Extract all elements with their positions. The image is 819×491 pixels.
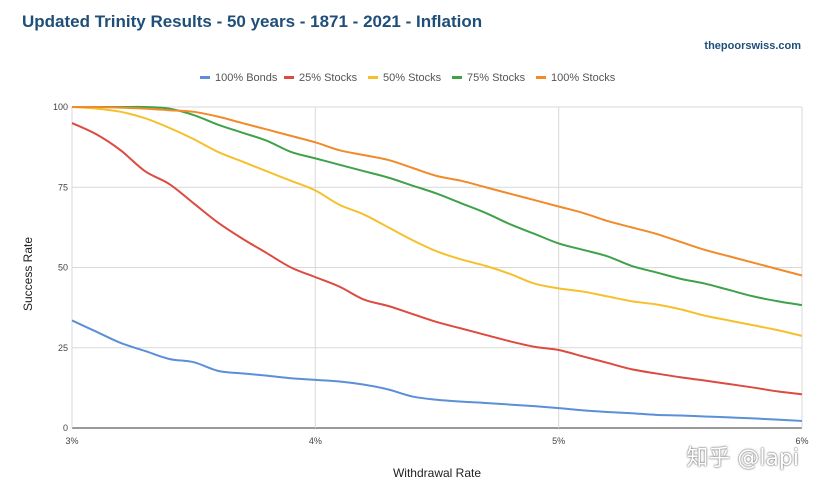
y-tick-label-0: 0 [63, 423, 68, 433]
legend-swatch-2 [368, 76, 378, 79]
legend-entry-2: 50% Stocks [383, 72, 442, 84]
legend-swatch-1 [284, 76, 294, 79]
legend-entry-4: 100% Stocks [551, 72, 616, 84]
site-credit: thepoorswiss.com [704, 40, 801, 52]
x-tick-label-1: 4% [309, 436, 322, 446]
grid [71, 106, 803, 429]
series-line-0 [71, 319, 803, 422]
legend-entry-3: 75% Stocks [467, 72, 526, 84]
y-tick-label-2: 50 [58, 263, 68, 273]
legend-entry-1: 25% Stocks [299, 72, 358, 84]
legend-entry-0: 100% Bonds [215, 72, 278, 84]
x-axis-label: Withdrawal Rate [393, 466, 481, 480]
y-tick-label-3: 75 [58, 182, 68, 192]
legend-swatch-0 [200, 76, 210, 79]
x-tick-label-3: 6% [795, 436, 808, 446]
legend-swatch-3 [452, 76, 462, 79]
y-tick-label-1: 25 [58, 343, 68, 353]
series-line-1 [71, 122, 803, 396]
tick-labels: 0 25 50 75 100 3% 4% 5% 6% [53, 102, 809, 446]
y-tick-label-4: 100 [53, 102, 68, 112]
series-lines [71, 105, 803, 422]
legend-swatch-4 [536, 76, 546, 79]
y-axis-label: Success Rate [21, 237, 35, 311]
series-line-2 [71, 106, 803, 337]
series-line-3 [72, 105, 803, 307]
legend: 100% Bonds 25% Stocks 50% Stocks 75% Stocks… [200, 72, 616, 84]
chart-title: Updated Trinity Results - 50 years - 187… [22, 12, 483, 31]
x-tick-label-0: 3% [65, 436, 78, 446]
x-tick-label-2: 5% [552, 436, 565, 446]
series-line-4 [71, 105, 803, 277]
watermark: 知乎 @lapi [686, 446, 799, 471]
